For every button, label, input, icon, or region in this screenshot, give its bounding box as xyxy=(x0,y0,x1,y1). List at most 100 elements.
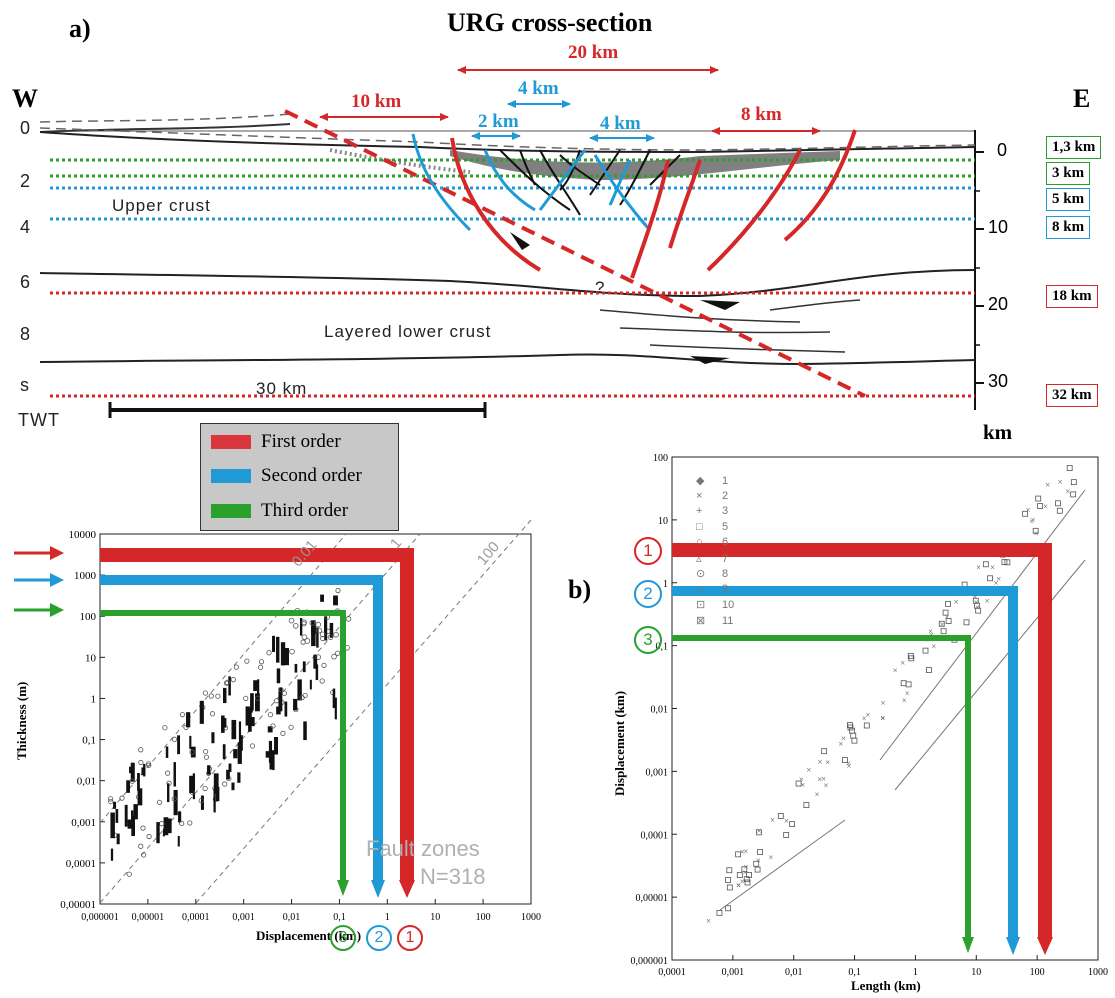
twt-tick: 6 xyxy=(20,272,31,293)
data-point xyxy=(126,780,130,793)
data-point: × xyxy=(1026,505,1031,515)
east-label: E xyxy=(1073,84,1090,114)
data-point xyxy=(117,834,120,845)
upper-crust-label: Upper crust xyxy=(112,196,211,216)
data-point xyxy=(174,762,176,786)
y-tick-label: 0,00001 xyxy=(636,893,669,904)
data-point xyxy=(274,737,278,755)
legend-symbol-icon: ⊙ xyxy=(696,567,722,580)
legend-label: First order xyxy=(261,431,341,453)
panel-a-letter: a) xyxy=(69,14,91,44)
x-tick-label: 0,0001 xyxy=(658,967,686,978)
plot-right-legend-item: ⊡ 10 xyxy=(696,598,734,614)
data-point xyxy=(143,764,145,777)
data-point: × xyxy=(821,774,826,784)
km-axis-ticks xyxy=(975,152,984,383)
data-point: × xyxy=(736,880,741,890)
data-point xyxy=(240,735,243,750)
x-tick-label: 0,01 xyxy=(283,912,301,923)
data-point xyxy=(164,817,169,835)
span-4km-b: 4 km xyxy=(600,113,641,135)
watermark-fault-zones: Fault zones xyxy=(366,836,480,862)
legend-symbol-icon: ○ xyxy=(696,536,722,548)
data-point: × xyxy=(1043,501,1048,511)
data-point: × xyxy=(784,816,789,826)
plot-right-legend: ◆ 1 × 2 +3 □ 5 ○ 6 ▵ 7 ⊙ 8 ○ 9 ⊡ 10 ⊠ 11 xyxy=(696,474,734,629)
twt-tick: 0 xyxy=(20,118,31,139)
data-point: × xyxy=(770,815,775,825)
data-point xyxy=(310,680,312,690)
twt-tick: s xyxy=(20,375,30,396)
legend-item-label: 10 xyxy=(722,599,734,611)
data-point xyxy=(303,721,307,740)
data-point: × xyxy=(880,713,885,723)
span-4km-a: 4 km xyxy=(518,78,559,100)
data-point: × xyxy=(902,695,907,705)
lower-crust-layer xyxy=(770,300,860,310)
right-xlabel: Length (km) xyxy=(851,978,921,994)
x-tick-label: 10 xyxy=(430,912,440,923)
y-tick-label: 0,01 xyxy=(77,776,96,788)
data-point xyxy=(178,811,181,822)
plot-left: 0,000001 0,00001 0,0001 0,001 0,01 0,1 1 10 100 1… xyxy=(14,520,541,923)
x-tick-label: 1 xyxy=(913,967,918,978)
depth-box-32km: 32 km xyxy=(1046,384,1098,407)
legend-item-label: 9 xyxy=(722,583,728,595)
span-10km: 10 km xyxy=(351,91,401,113)
data-point xyxy=(168,818,172,833)
slip-arrow xyxy=(700,300,740,310)
data-point xyxy=(167,783,169,802)
y-tick-label: 10 xyxy=(658,516,668,527)
data-point xyxy=(216,787,219,801)
depth-box-8km: 8 km xyxy=(1046,216,1090,239)
data-point: × xyxy=(1034,528,1039,538)
data-point xyxy=(156,822,159,843)
y-tick-label: 0,0001 xyxy=(641,830,669,841)
data-point xyxy=(222,718,226,728)
data-point xyxy=(177,735,180,754)
legend-symbol-icon: ◆ xyxy=(696,474,722,487)
legend-swatch-red xyxy=(211,435,251,449)
right-ylabel: Displacement (km) xyxy=(612,691,628,796)
data-point: × xyxy=(825,758,830,768)
plot-right-legend-item: ⊙ 8 xyxy=(696,567,734,583)
data-point: × xyxy=(976,562,981,572)
plot-right-legend-item: ⊠ 11 xyxy=(696,614,734,630)
legend-swatch-green xyxy=(211,504,251,518)
plot-left-side-arrows xyxy=(14,546,64,617)
x-tick-label: 1000 xyxy=(521,912,541,923)
x-tick-label: 1000 xyxy=(1088,967,1108,978)
data-point xyxy=(231,783,234,791)
legend-swatch-blue xyxy=(211,469,251,483)
lower-crust-layer xyxy=(650,345,845,352)
data-point xyxy=(251,717,254,726)
scale-bar-label: 30 km xyxy=(256,379,307,399)
data-point: × xyxy=(985,596,990,606)
x-tick-label: 0,01 xyxy=(785,967,803,978)
legend-item-first: First order xyxy=(211,427,341,457)
y-tick-label: 0,01 xyxy=(651,705,669,716)
data-point xyxy=(113,802,116,809)
legend-label: Second order xyxy=(261,465,362,487)
dashed-reflector-west xyxy=(40,114,290,122)
data-point: × xyxy=(996,574,1001,584)
data-point xyxy=(303,661,306,672)
km-tick: 10 xyxy=(988,217,1008,238)
depth-box-18km: 18 km xyxy=(1046,285,1098,308)
legend-item-second: Second order xyxy=(211,461,362,491)
marker-2-left: 2 xyxy=(366,925,392,951)
x-tick-label: 0,1 xyxy=(333,912,346,923)
legend-symbol-icon: ▵ xyxy=(696,552,722,565)
data-point xyxy=(333,596,338,606)
km-tick: 30 xyxy=(988,371,1008,392)
left-ylabel: Thickness (m) xyxy=(14,682,30,760)
twt-tick: 8 xyxy=(20,324,31,345)
data-point xyxy=(250,699,252,713)
km-tick: 0 xyxy=(997,140,1007,161)
data-point xyxy=(213,789,215,813)
slip-arrow xyxy=(510,232,530,250)
x-tick-label: 0,000001 xyxy=(81,912,119,923)
data-point xyxy=(138,788,143,805)
data-point: × xyxy=(841,734,846,744)
data-point: × xyxy=(944,612,949,622)
